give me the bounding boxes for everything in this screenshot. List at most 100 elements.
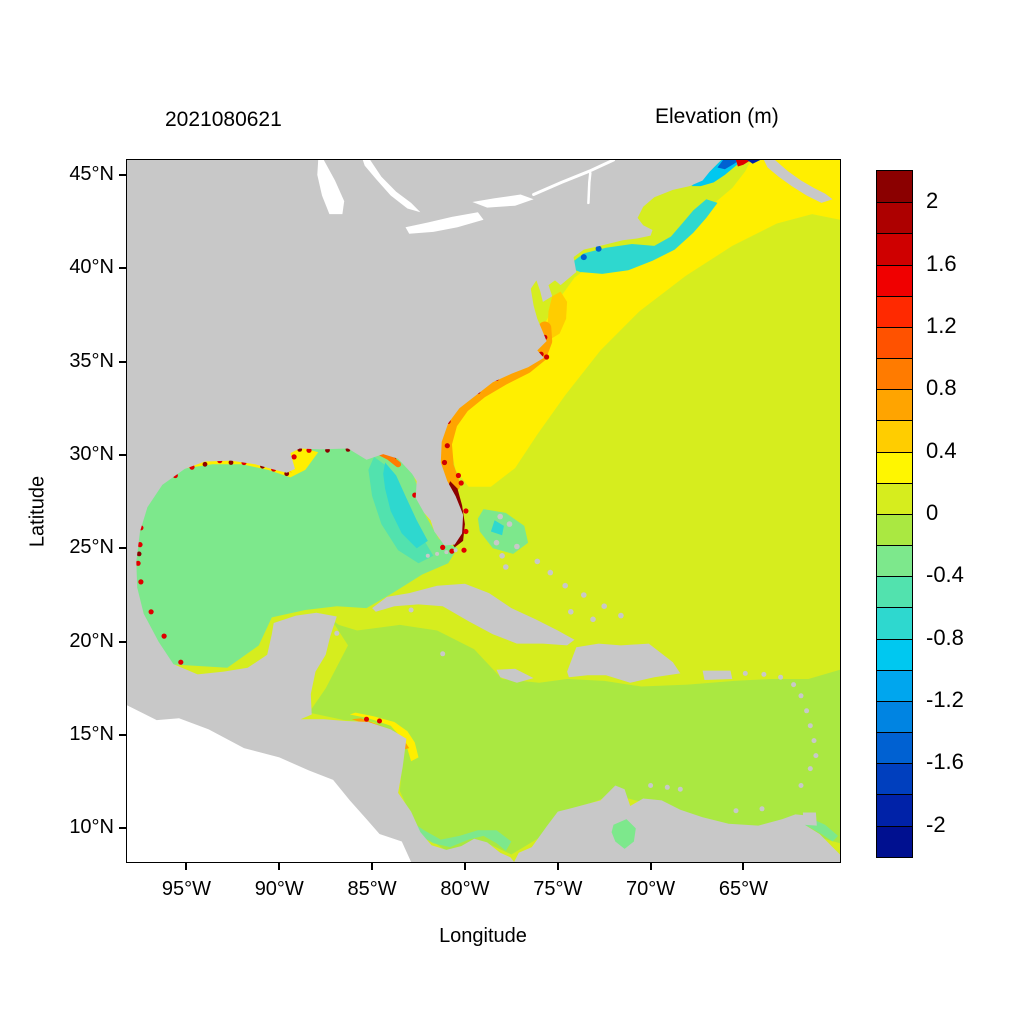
x-axis-label: Longitude [439,925,527,947]
bay-of-fundy-cyan [691,160,744,187]
x-tick-mark [185,862,188,870]
colorbar-band [877,233,912,265]
bahamas-cyan-speck [490,520,504,536]
caribbean-sea [309,619,840,855]
y-tick-mark [119,547,127,550]
hispaniola [567,643,681,683]
colorbar-tick-label: 0 [926,500,939,525]
y-tick-mark [119,734,127,737]
west-florida-shelf-inner [383,462,428,549]
y-tick-mark [119,360,127,363]
colorbar-tick-label: 1.6 [926,250,957,276]
honduras-red-specks [364,716,382,724]
x-tick-label: 65°W [718,878,768,900]
x-tick-mark [371,862,374,870]
south-america [514,785,840,862]
fundy-head-red-speck [736,160,751,167]
delmarva-offshore-orange [547,291,568,340]
colorbar-band [877,389,912,421]
y-tick-label: 30°N [69,442,114,465]
y-tick-mark [119,173,127,176]
colorbar-band [877,420,912,452]
se-coast-orange-band [438,321,553,492]
y-tick-mark [119,640,127,643]
cozumel-island [334,630,340,636]
colorbar-tick-label: -2 [926,811,946,837]
long-island-sound-blue-speck [580,245,602,261]
colorbar-band [877,638,912,670]
x-tick-label: 85°W [347,878,397,900]
colorbar-band [877,326,912,359]
panama-coast-green [407,822,512,851]
colorbar-tick-label: -1.6 [926,749,964,775]
new-england-shelf-cyan [568,199,718,274]
x-tick-label: 90°W [254,878,304,900]
y-tick-label: 35°N [69,349,114,372]
colorbar-tick-label: -0.8 [926,624,964,650]
colorbar-band [877,482,912,514]
florida-surge-red-specks [440,472,469,554]
pacific-ocean-outside-domain [127,694,421,862]
lake-huron [362,160,421,213]
north-america [127,160,722,862]
run-timestamp-title: 2021080621 [165,108,282,131]
geographic-elevation-map [127,160,840,862]
y-tick-label: 15°N [69,723,114,746]
colorbar-band [877,607,912,639]
colorbar-band [877,700,912,733]
colorbar-tick-label: -0.4 [926,562,964,588]
lake-maracaibo [611,819,636,849]
y-tick-label: 10°N [69,816,114,839]
y-tick-label: 45°N [69,162,114,185]
bay-of-fundy-blue [717,160,740,170]
colorbar-band [877,732,912,764]
colorbar-band [877,763,912,795]
y-axis-label: Latitude [26,475,49,548]
colorbar-band [877,545,912,577]
colorbar-title: Elevation (m) [655,105,779,128]
bahamas-islands [493,513,624,623]
colorbar-band [877,295,912,327]
jamaica [496,668,534,683]
colorbar-tick-label: -1.2 [926,687,964,713]
colorbar-tick-label: 2 [926,188,939,214]
x-tick-label: 75°W [533,878,583,900]
colorbar-band [877,451,912,483]
x-tick-mark [649,862,652,870]
x-tick-label: 95°W [161,878,211,900]
puerto-rico [702,670,733,680]
colorbar-band [877,513,912,546]
x-tick-mark [463,862,466,870]
lake-ontario [472,194,534,208]
x-tick-mark [742,862,745,870]
colorbar-band [877,358,912,390]
y-tick-mark [119,453,127,456]
lake-champlain [587,171,592,205]
atlantic-yellow-region [448,160,840,487]
colorbar-band [877,825,912,857]
colorbar-tick-label: 0.4 [926,437,957,463]
x-tick-mark [556,862,559,870]
y-tick-label: 25°N [69,536,114,559]
colorbar-band [877,669,912,701]
y-tick-label: 20°N [69,629,114,652]
x-tick-label: 80°W [440,878,490,900]
trinidad [802,812,817,826]
colorbar-band [877,202,912,234]
y-tick-mark [119,827,127,830]
colorbar-band [877,171,912,203]
plot-frame [126,159,841,863]
lake-erie [405,212,484,234]
nova-scotia [763,160,833,203]
bahamas-banks-green [477,509,529,554]
lesser-antilles-islands [408,607,819,814]
colorbar-band [877,576,912,608]
colorbar [876,170,913,858]
cuba [372,583,575,646]
fundy-head-darkblue-speck [747,160,761,164]
colorbar-tick-label: 1.2 [926,312,957,338]
x-tick-mark [278,862,281,870]
y-tick-label: 40°N [69,256,114,279]
x-tick-label: 70°W [626,878,676,900]
